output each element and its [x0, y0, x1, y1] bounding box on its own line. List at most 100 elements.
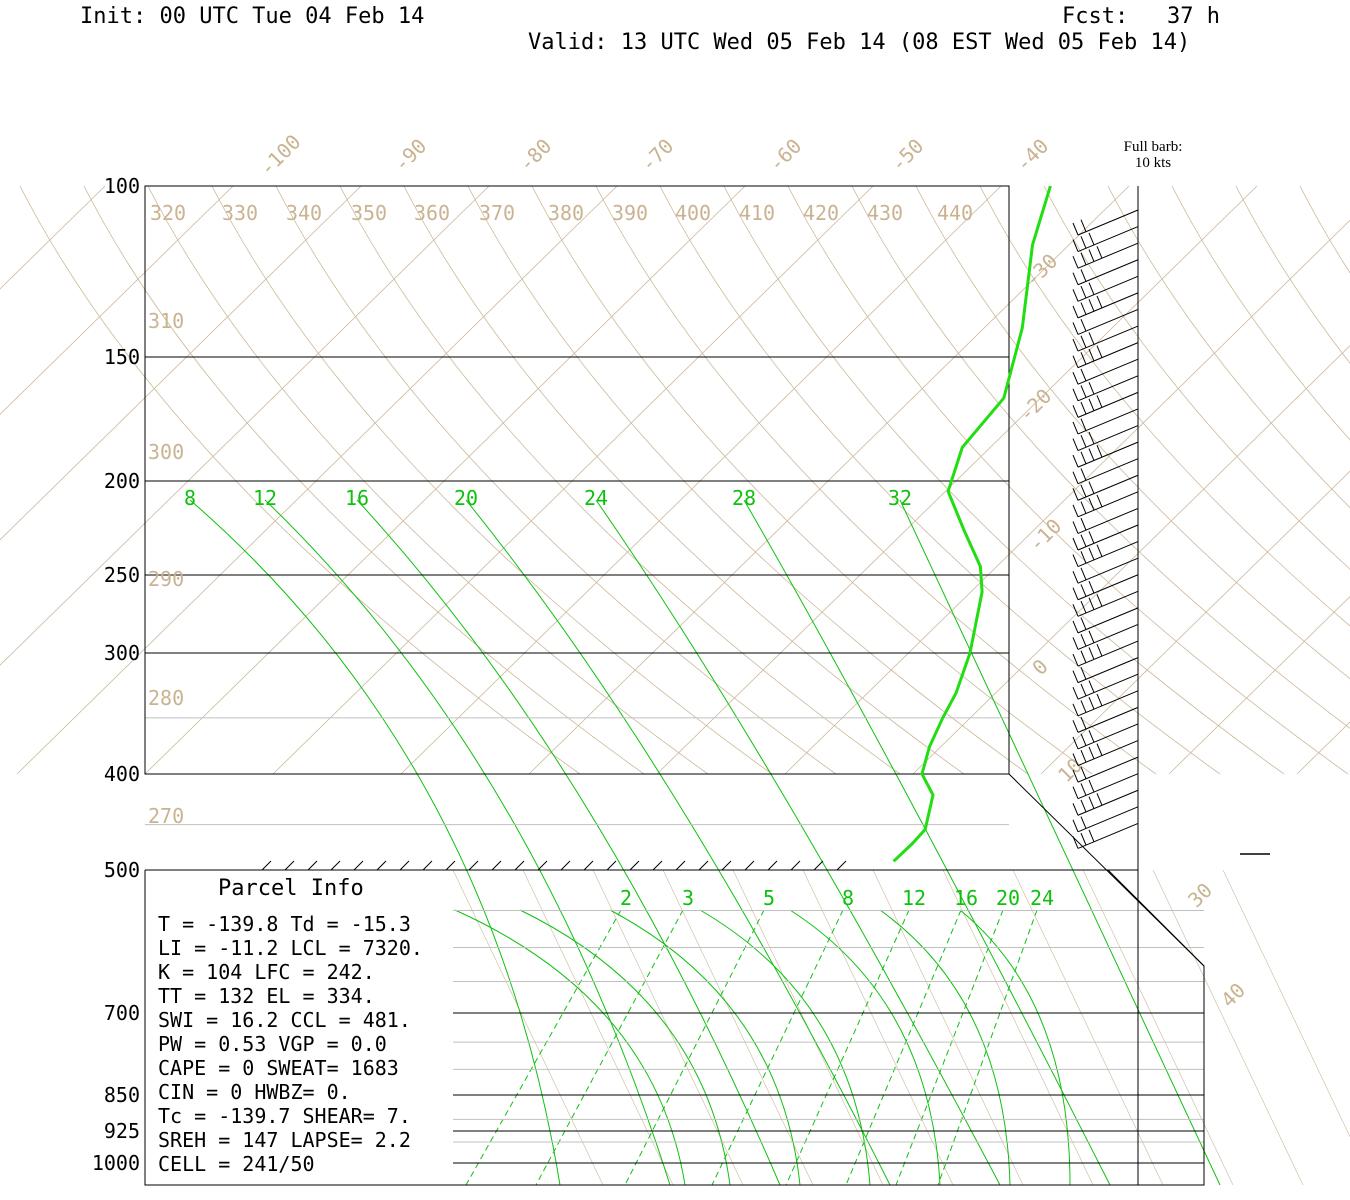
temperature-profile — [892, 185, 1052, 863]
isotherm-line — [784, 219, 1350, 775]
isobar-hatch — [445, 860, 456, 871]
dry-adiabat-line — [211, 185, 773, 775]
wind-barb-flag — [1072, 355, 1079, 368]
wind-barb-flag — [1080, 766, 1087, 779]
wind-barb-staff — [1077, 607, 1139, 634]
wind-barb-flag — [1080, 551, 1087, 564]
wind-barb-staff — [1077, 425, 1139, 451]
mixing-ratio-line — [937, 909, 1038, 1186]
wind-barb-flag — [1072, 222, 1079, 236]
wind-barb-flag — [1088, 796, 1095, 809]
wind-barb-staff — [1077, 740, 1139, 766]
dry-adiabat-line — [659, 185, 1221, 775]
dry-adiabat-line — [851, 185, 1350, 729]
wind-barb-staff — [1077, 690, 1139, 717]
dry-adiabat-line — [723, 185, 1285, 775]
wind-barb-flag — [1096, 544, 1103, 557]
upper-panel-frame — [144, 185, 1010, 775]
theta-e-label: 32 — [888, 486, 912, 510]
wind-barb-flag — [1088, 282, 1095, 295]
wind-barb-flag — [1072, 587, 1079, 600]
theta-label: 400 — [675, 201, 711, 225]
wind-barb-flag — [1080, 517, 1087, 531]
wind-barb-flag — [1096, 693, 1103, 707]
wind-barb-flag — [1080, 302, 1087, 315]
wind-barb-flag — [1072, 653, 1079, 667]
isotherm-line — [16, 185, 618, 775]
mixing-ratio-line — [711, 909, 844, 1186]
wind-barb-flag — [1080, 733, 1087, 746]
isotherm-line — [272, 185, 874, 775]
wind-barb-flag — [1072, 637, 1079, 650]
wind-barb-flag — [1072, 753, 1079, 766]
wind-barb-staff — [1077, 292, 1139, 319]
wind-barb-flag — [1088, 381, 1095, 395]
wind-barb-flag — [1080, 667, 1087, 680]
wind-barb-flag — [1080, 418, 1087, 431]
wind-barb-staff — [1077, 458, 1139, 485]
isotherm-label: -80 — [514, 134, 557, 177]
mixing-ratio-label: 12 — [902, 886, 926, 910]
wind-barb-flag — [1072, 372, 1079, 385]
wind-barb-staff — [1077, 226, 1139, 253]
wind-barb-flag — [1088, 597, 1095, 610]
dry-adiabat-line — [19, 185, 581, 775]
wind-barb-flag — [1080, 335, 1087, 348]
moist-adiabat-lower — [454, 909, 686, 1186]
isobar-hatch — [399, 860, 410, 871]
isobar-hatch — [353, 860, 364, 871]
theta-label: 410 — [739, 201, 775, 225]
init-time: Init: 00 UTC Tue 04 Feb 14 — [80, 4, 425, 29]
wind-barb-staff — [1077, 822, 1139, 849]
parcel-info-row: LI = -11.2 LCL = 7320. — [158, 936, 423, 960]
wind-barb-flag — [1080, 236, 1087, 249]
wind-barb-flag — [1088, 431, 1095, 445]
wind-barb-flag — [1096, 643, 1103, 657]
wind-barb-staff — [1077, 474, 1139, 501]
wind-barb-flag — [1080, 385, 1087, 398]
wind-barb-flag — [1080, 269, 1087, 282]
wind-barb-flag — [1088, 746, 1095, 760]
isotherm-label: -40 — [1011, 134, 1054, 177]
parcel-info-row: SWI = 16.2 CCL = 481. — [158, 1008, 411, 1032]
pressure-tick-label: 500 — [104, 858, 140, 882]
dry-adiabat-line — [1107, 185, 1350, 509]
pressure-tick-label: 400 — [104, 762, 140, 786]
wind-barb-flag — [1072, 239, 1079, 252]
lower-isotherm-line — [1082, 869, 1234, 1186]
mixing-ratio-line — [895, 909, 1004, 1186]
isotherm-label: -20 — [1014, 384, 1057, 427]
wind-barb-staff — [1077, 491, 1139, 518]
isotherm-line — [1040, 470, 1350, 775]
isobar-hatch — [284, 860, 295, 871]
mixing-ratio-label: 3 — [682, 886, 694, 910]
wind-barb-flag — [1088, 498, 1095, 511]
wind-barb-staff — [1077, 590, 1139, 617]
wind-barb-flag — [1088, 580, 1095, 594]
theta-label: 380 — [548, 201, 584, 225]
lower-isotherm-line — [802, 869, 954, 1186]
isobar-hatch — [537, 860, 548, 871]
wind-barb-flag — [1096, 594, 1103, 607]
wind-barb-flag — [1088, 779, 1095, 793]
wind-barb-flag — [1072, 338, 1079, 352]
moist-adiabat-line — [356, 499, 781, 1186]
wind-barb-flag — [1072, 570, 1079, 584]
parcel-info-title: Parcel Info — [218, 876, 364, 901]
isobar-hatch — [514, 860, 525, 871]
barb-legend: Full barb: 10 kts — [1100, 139, 1206, 171]
parcel-info-row: SREH = 147 LAPSE= 2.2 — [158, 1128, 411, 1152]
mixing-ratio-label: 5 — [763, 886, 775, 910]
wind-barb-staff — [1077, 574, 1139, 601]
pressure-tick-label: 700 — [104, 1001, 140, 1025]
wind-barb-flag — [1072, 703, 1079, 716]
wind-barb-flag — [1080, 501, 1087, 514]
wind-barb-flag — [1080, 352, 1087, 365]
lower-isotherm-line — [1012, 869, 1164, 1186]
wind-barb-staff — [1077, 408, 1139, 435]
wind-barb-flag — [1072, 720, 1079, 733]
pressure-tick-label: 850 — [104, 1083, 140, 1107]
wind-barb-flag — [1072, 687, 1079, 700]
wind-barb-flag — [1072, 836, 1079, 849]
